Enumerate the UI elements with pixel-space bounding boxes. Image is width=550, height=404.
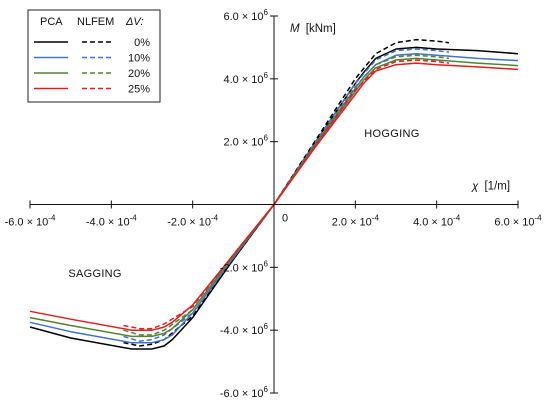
legend-box xyxy=(27,9,161,103)
x-axis-symbol: χ xyxy=(471,181,479,193)
series-lines xyxy=(29,38,519,350)
series-line xyxy=(123,38,449,347)
x-ticks: -6.0 × 10-4 -4.0 × 10-4 -2.0 × 10-4 2.0 × 1… xyxy=(5,200,542,229)
series-line xyxy=(123,48,449,342)
series-line xyxy=(123,59,449,330)
x-tick-label: -4.0 × 10-4 xyxy=(86,214,137,229)
region-label-hogging: HOGGING xyxy=(364,128,419,140)
y-axis-unit: [kNm] xyxy=(306,23,336,35)
x-tick-label: 2.0 × 10-4 xyxy=(332,214,380,229)
legend-row-label: 20% xyxy=(128,68,150,80)
y-axis-symbol: M xyxy=(290,23,300,35)
legend-header-pca: PCA xyxy=(40,16,63,28)
y-tick-label: 2.0 × 106 xyxy=(223,134,268,149)
x-tick-label: -6.0 × 10-4 xyxy=(5,214,56,229)
x-axis-label: χ [1/m] xyxy=(471,181,510,193)
y-tick-label: 4.0 × 106 xyxy=(223,71,268,86)
y-tick-label: -2.0 × 106 xyxy=(220,259,269,274)
x-tick-label: 6.0 × 10-4 xyxy=(494,214,542,229)
series-line xyxy=(123,54,449,336)
y-tick-label: -6.0 × 106 xyxy=(220,385,269,400)
legend: PCA NLFEM ΔV: 0% 10% 20% 25% xyxy=(27,9,161,103)
legend-rows: 0% 10% 20% 25% xyxy=(34,37,150,96)
legend-row-label: 0% xyxy=(134,37,150,49)
x-axis-unit: [1/m] xyxy=(484,181,510,193)
y-tick-label: -4.0 × 106 xyxy=(220,322,269,337)
x-tick-label: -2.0 × 10-4 xyxy=(167,214,218,229)
legend-header-nlfem: NLFEM xyxy=(77,16,114,28)
legend-row-label: 10% xyxy=(128,53,150,65)
y-tick-label: 6.0 × 106 xyxy=(223,8,268,23)
y-axis-label: M [kNm] xyxy=(290,23,336,35)
x-tick-label: 4.0 × 10-4 xyxy=(413,214,461,229)
legend-header-dv: ΔV: xyxy=(125,16,144,28)
origin-label: 0 xyxy=(282,213,288,225)
legend-row-label: 25% xyxy=(128,84,150,96)
y-ticks: 6.0 × 106 4.0 × 106 2.0 × 106 -2.0 × 106 -4.… xyxy=(220,8,278,400)
region-label-sagging: SAGGING xyxy=(68,268,121,280)
